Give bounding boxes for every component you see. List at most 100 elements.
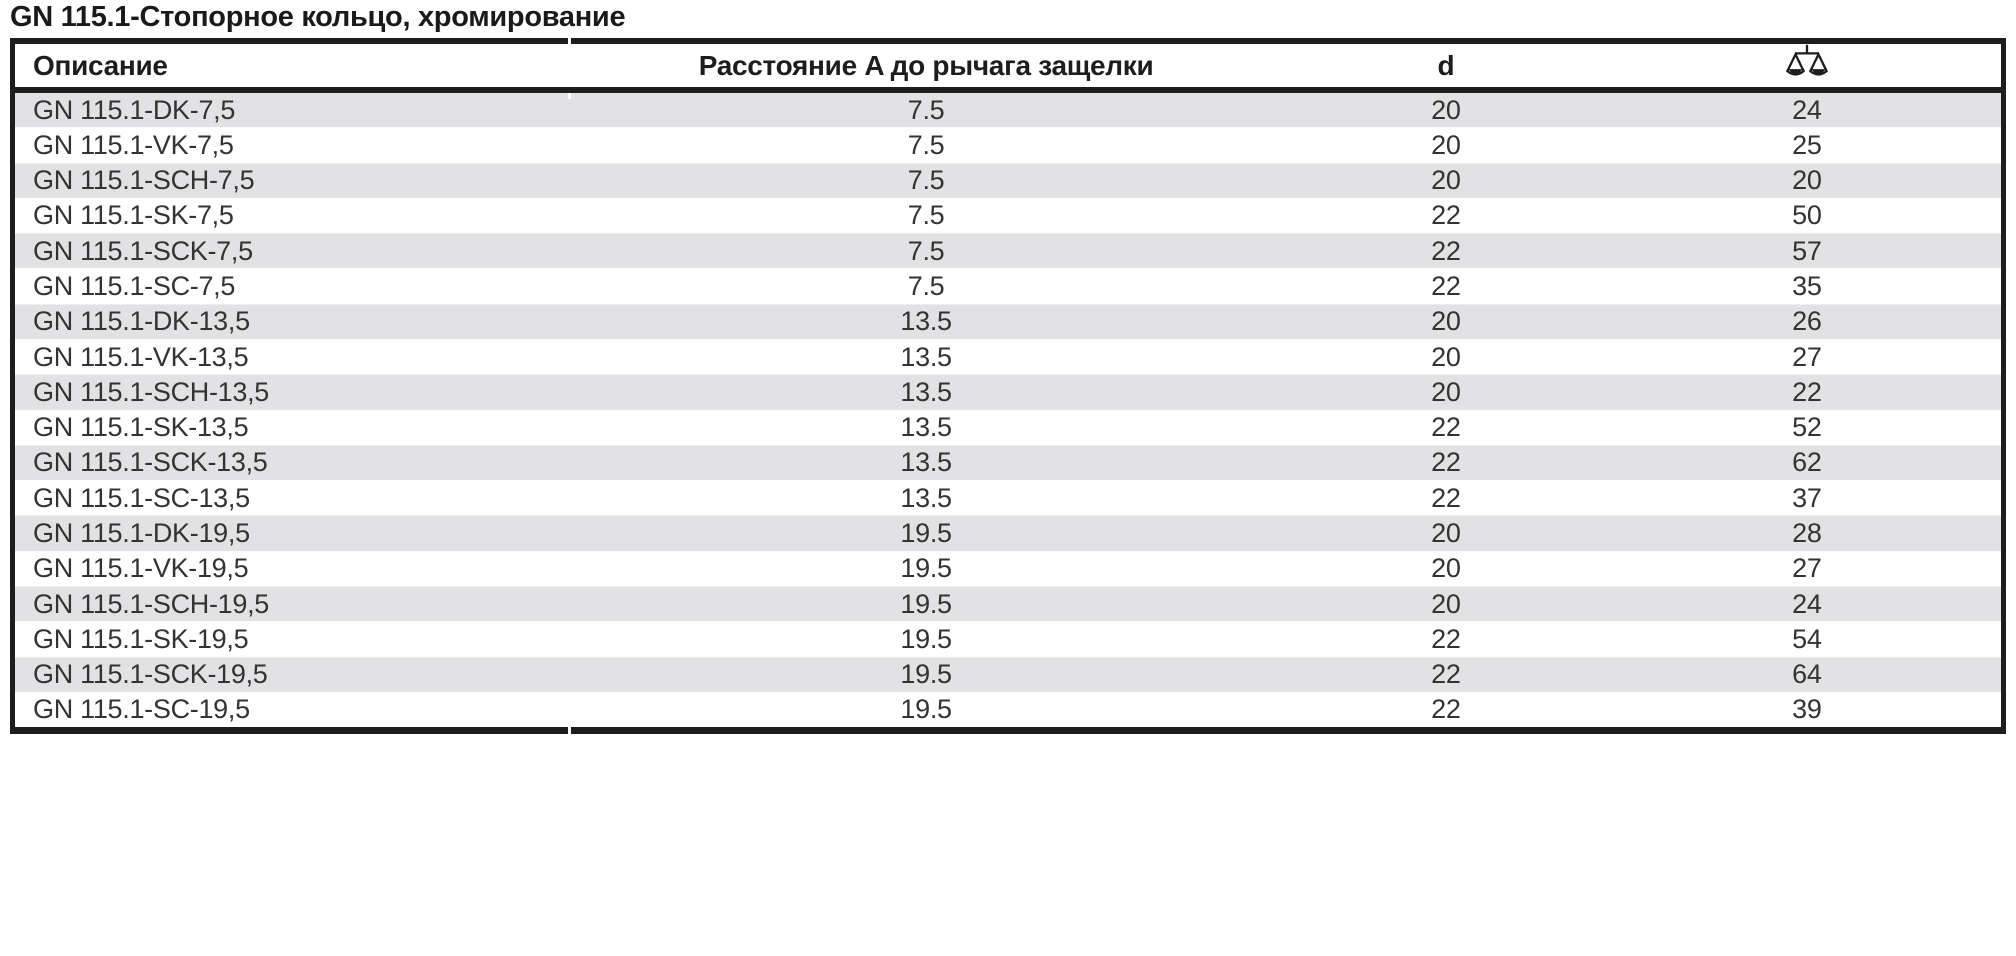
cell-weight: 22 <box>1792 376 1822 407</box>
cell-d: 20 <box>1431 165 1461 196</box>
table-row: GN 115.1-SK-19,5 19.5 22 54 <box>15 621 2001 657</box>
cell-d: 22 <box>1431 623 1461 654</box>
border-notch <box>568 38 571 44</box>
cell-d: 22 <box>1431 235 1461 266</box>
cell-description: GN 115.1-DK-7,5 <box>33 94 236 125</box>
cell-weight: 57 <box>1792 235 1822 266</box>
cell-description: GN 115.1-SCK-19,5 <box>33 659 268 690</box>
cell-d: 22 <box>1431 694 1461 725</box>
table-row: GN 115.1-SCK-19,5 19.5 22 64 <box>15 656 2001 692</box>
cell-weight: 27 <box>1792 341 1822 372</box>
cell-weight: 52 <box>1792 412 1822 443</box>
cell-d: 22 <box>1431 482 1461 513</box>
cell-weight: 62 <box>1792 447 1822 478</box>
cell-distance-a: 13.5 <box>900 412 952 443</box>
table-row: GN 115.1-SCK-7,5 7.5 22 57 <box>15 233 2001 269</box>
table-row: GN 115.1-SK-13,5 13.5 22 52 <box>15 409 2001 445</box>
cell-distance-a: 13.5 <box>900 306 952 337</box>
table-row: GN 115.1-SC-13,5 13.5 22 37 <box>15 480 2001 516</box>
cell-distance-a: 19.5 <box>900 518 952 549</box>
cell-description: GN 115.1-SC-13,5 <box>33 482 250 513</box>
cell-distance-a: 13.5 <box>900 376 952 407</box>
cell-distance-a: 19.5 <box>900 623 952 654</box>
cell-weight: 64 <box>1792 659 1822 690</box>
cell-d: 22 <box>1431 659 1461 690</box>
cell-distance-a: 19.5 <box>900 694 952 725</box>
cell-d: 22 <box>1431 271 1461 302</box>
column-header-distance-a: Расстояние A до рычага защелки <box>698 49 1154 81</box>
cell-description: GN 115.1-DK-13,5 <box>33 306 250 337</box>
cell-weight: 54 <box>1792 623 1822 654</box>
cell-description: GN 115.1-SCK-7,5 <box>33 235 253 266</box>
cell-d: 20 <box>1431 553 1461 584</box>
cell-distance-a: 19.5 <box>900 553 952 584</box>
column-header-description: Описание <box>33 49 168 81</box>
border-notch <box>568 93 571 99</box>
cell-distance-a: 13.5 <box>900 482 952 513</box>
cell-distance-a: 7.5 <box>907 200 945 231</box>
table-row: GN 115.1-SC-19,5 19.5 22 39 <box>15 691 2001 728</box>
cell-weight: 39 <box>1792 694 1822 725</box>
cell-description: GN 115.1-SC-7,5 <box>33 271 236 302</box>
table-row: GN 115.1-SC-7,5 7.5 22 35 <box>15 268 2001 304</box>
scale-icon <box>1785 42 1829 89</box>
cell-description: GN 115.1-SC-19,5 <box>33 694 250 725</box>
cell-description: GN 115.1-VK-7,5 <box>33 129 234 160</box>
page-title: GN 115.1-Стопорное кольцо, хромирование <box>10 1 626 33</box>
cell-distance-a: 7.5 <box>907 94 945 125</box>
cell-d: 22 <box>1431 412 1461 443</box>
cell-distance-a: 19.5 <box>900 588 952 619</box>
cell-d: 20 <box>1431 341 1461 372</box>
cell-weight: 37 <box>1792 482 1822 513</box>
table-row: GN 115.1-VK-13,5 13.5 20 27 <box>15 338 2001 375</box>
table-header-row: Описание Расстояние A до рычага защелки … <box>15 44 2001 93</box>
table-row: GN 115.1-DK-7,5 7.5 20 24 <box>15 93 2001 128</box>
cell-description: GN 115.1-VK-19,5 <box>33 553 249 584</box>
cell-description: GN 115.1-SCH-7,5 <box>33 165 255 196</box>
cell-weight: 20 <box>1792 165 1822 196</box>
cell-distance-a: 7.5 <box>907 165 945 196</box>
cell-weight: 28 <box>1792 518 1822 549</box>
cell-d: 22 <box>1431 447 1461 478</box>
table-row: GN 115.1-DK-13,5 13.5 20 26 <box>15 303 2001 339</box>
cell-d: 20 <box>1431 518 1461 549</box>
table-row: GN 115.1-DK-19,5 19.5 20 28 <box>15 515 2001 551</box>
cell-description: GN 115.1-SK-19,5 <box>33 623 249 654</box>
table-row: GN 115.1-SK-7,5 7.5 22 50 <box>15 197 2001 234</box>
table-row: GN 115.1-VK-7,5 7.5 20 25 <box>15 127 2001 163</box>
cell-distance-a: 7.5 <box>907 235 945 266</box>
table-row: GN 115.1-SCH-13,5 13.5 20 22 <box>15 374 2001 410</box>
cell-distance-a: 19.5 <box>900 659 952 690</box>
cell-d: 22 <box>1431 200 1461 231</box>
cell-d: 20 <box>1431 376 1461 407</box>
cell-d: 20 <box>1431 306 1461 337</box>
cell-weight: 35 <box>1792 271 1822 302</box>
cell-weight: 50 <box>1792 200 1822 231</box>
cell-distance-a: 13.5 <box>900 341 952 372</box>
border-notch <box>568 727 571 734</box>
table-row: GN 115.1-SCH-7,5 7.5 20 20 <box>15 162 2001 198</box>
cell-description: GN 115.1-DK-19,5 <box>33 518 250 549</box>
cell-weight: 24 <box>1792 94 1822 125</box>
cell-description: GN 115.1-SCH-19,5 <box>33 588 270 619</box>
cell-description: GN 115.1-SCH-13,5 <box>33 376 270 407</box>
cell-description: GN 115.1-SK-13,5 <box>33 412 249 443</box>
cell-distance-a: 13.5 <box>900 447 952 478</box>
table-body: GN 115.1-DK-7,5 7.5 20 24 GN 115.1-VK-7,… <box>15 93 2001 728</box>
product-spec-table: Описание Расстояние A до рычага защелки … <box>10 38 2006 734</box>
table-row: GN 115.1-VK-19,5 19.5 20 27 <box>15 550 2001 586</box>
cell-description: GN 115.1-VK-13,5 <box>33 341 249 372</box>
table-row: GN 115.1-SCH-19,5 19.5 20 24 <box>15 585 2001 622</box>
cell-d: 20 <box>1431 94 1461 125</box>
cell-description: GN 115.1-SK-7,5 <box>33 200 234 231</box>
cell-weight: 27 <box>1792 553 1822 584</box>
cell-weight: 25 <box>1792 129 1822 160</box>
table-row: GN 115.1-SCK-13,5 13.5 22 62 <box>15 444 2001 481</box>
cell-weight: 26 <box>1792 306 1822 337</box>
column-header-weight <box>1613 42 2001 89</box>
cell-description: GN 115.1-SCK-13,5 <box>33 447 268 478</box>
cell-weight: 24 <box>1792 588 1822 619</box>
cell-d: 20 <box>1431 588 1461 619</box>
cell-distance-a: 7.5 <box>907 129 945 160</box>
cell-d: 20 <box>1431 129 1461 160</box>
